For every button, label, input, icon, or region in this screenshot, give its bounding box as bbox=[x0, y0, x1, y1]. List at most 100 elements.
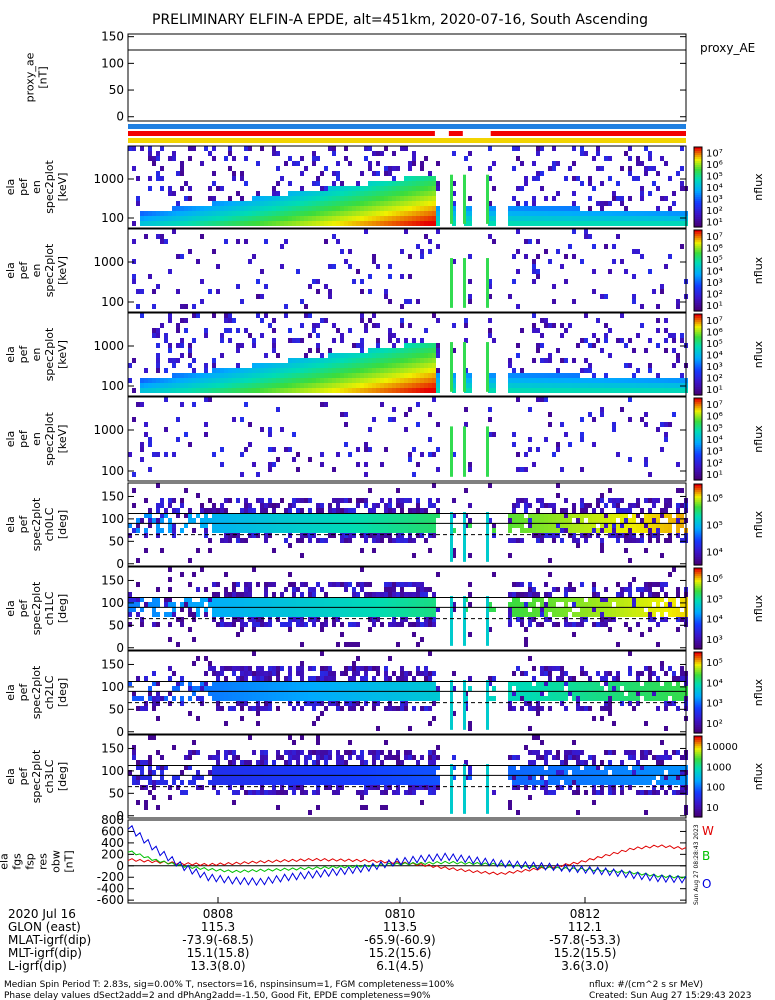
spec-panel-0-cell bbox=[372, 216, 376, 221]
spec-panel-5-cell bbox=[532, 597, 536, 602]
spec-panel-2-colorbar-cell bbox=[694, 360, 702, 364]
spec-panel-4-cell bbox=[564, 523, 568, 528]
spec-panel-4-cell bbox=[616, 523, 620, 528]
spec-panel-0-cell bbox=[272, 221, 276, 226]
spec-panel-4-cell bbox=[212, 503, 216, 508]
spec-panel-4-cell bbox=[136, 558, 140, 563]
spec-panel-4-cell bbox=[552, 513, 556, 518]
spec-panel-2-cell bbox=[604, 333, 608, 338]
spec-panel-0-cell bbox=[492, 211, 496, 216]
spec-panel-4-cell bbox=[280, 528, 284, 533]
spec-panel-6-cell bbox=[468, 676, 472, 681]
spec-panel-6-cell bbox=[192, 686, 196, 691]
spec-panel-6-cell bbox=[292, 686, 296, 691]
spec-panel-4-cell bbox=[584, 513, 588, 518]
spec-panel-4-cell bbox=[244, 528, 248, 533]
spec-panel-6-cell bbox=[516, 681, 520, 686]
spec-panel-4-colorbar-cell bbox=[694, 548, 702, 552]
spec-panel-4-cell bbox=[376, 533, 380, 538]
spec-panel-2-cell bbox=[380, 358, 384, 363]
spec-panel-0-cell bbox=[372, 151, 376, 156]
spec-panel-2-colorbar-cell bbox=[694, 338, 702, 341]
spec-panel-6-cell bbox=[344, 696, 348, 701]
spec-panel-6-cell bbox=[600, 706, 604, 711]
spec-panel-0-cell bbox=[224, 156, 228, 161]
spec-panel-2-colorbar-cell bbox=[694, 390, 702, 394]
spec-panel-6-cell bbox=[276, 696, 280, 701]
spec-panel-2-colorbar-cell bbox=[694, 320, 702, 323]
spec-panel-5-cell bbox=[616, 607, 620, 612]
spec-panel-5-colorbar-cell bbox=[694, 608, 702, 612]
spec-panel-0-cell bbox=[628, 211, 632, 216]
spec-panel-5-cell bbox=[608, 597, 612, 602]
spec-panel-0-cell bbox=[216, 221, 220, 226]
spec-panel-4-cell bbox=[508, 513, 512, 518]
spec-panel-5-cell bbox=[380, 602, 384, 607]
spec-panel-4-cell bbox=[404, 523, 408, 528]
spec-panel-0-cell bbox=[432, 211, 436, 216]
spec-panel-5-cell bbox=[276, 612, 280, 617]
spec-panel-0-cell bbox=[228, 211, 232, 216]
spec-panel-6-cell bbox=[412, 686, 416, 691]
spec-panel-6-cell bbox=[400, 681, 404, 686]
spec-panel-3-colorbar-tick-2: 10³ bbox=[706, 447, 723, 458]
spec-panel-4-cell bbox=[368, 533, 372, 538]
spec-panel-0-cell bbox=[664, 221, 668, 226]
spec-panel-5-cell bbox=[568, 582, 572, 587]
spec-panel-6-cell bbox=[376, 666, 380, 671]
spec-panel-6-cell bbox=[608, 706, 612, 711]
spec-panel-5-cell bbox=[276, 597, 280, 602]
spec-panel-0-cell bbox=[412, 211, 416, 216]
spec-panel-5-cell bbox=[652, 597, 656, 602]
spec-panel-0-cell bbox=[532, 211, 536, 216]
spec-panel-6-cell bbox=[348, 701, 352, 706]
spec-panel-0-cell bbox=[412, 161, 416, 166]
spec-panel-0-cell bbox=[420, 206, 424, 211]
spec-panel-5-cell bbox=[340, 597, 344, 602]
spec-panel-0-cell bbox=[356, 201, 360, 206]
spec-panel-2-frame bbox=[127, 312, 687, 397]
spec-panel-2-cell bbox=[188, 343, 192, 348]
spec-panel-3-cell bbox=[408, 407, 412, 412]
spec-panel-6-cell bbox=[228, 706, 232, 711]
spec-panel-0-cell bbox=[436, 206, 440, 211]
spec-panel-4-cell bbox=[244, 503, 248, 508]
spec-panel-1-cell bbox=[492, 239, 496, 244]
spec-panel-6-cell bbox=[340, 681, 344, 686]
spec-panel-5-cell bbox=[332, 582, 336, 587]
spec-panel-2-colorbar-cell bbox=[694, 370, 702, 374]
spec-panel-2-cell bbox=[236, 383, 240, 388]
spec-panel-5-cell bbox=[304, 622, 308, 627]
spec-panel-5-cell bbox=[320, 612, 324, 617]
spec-panel-0-cell bbox=[152, 216, 156, 221]
spec-panel-0-cell bbox=[536, 151, 540, 156]
spec-panel-4-cell bbox=[616, 503, 620, 508]
spec-panel-5-cell bbox=[428, 612, 432, 617]
spec-panel-2-colorbar-cell bbox=[694, 316, 702, 319]
spec-panel-6-cell bbox=[384, 681, 388, 686]
spec-panel-2-cell bbox=[320, 353, 324, 358]
spec-panel-0-cell bbox=[404, 186, 408, 191]
spec-panel-0-cell bbox=[384, 211, 388, 216]
spec-panel-4-cell bbox=[600, 538, 604, 543]
spec-panel-2-cell bbox=[612, 383, 616, 388]
spec-panel-4-cell bbox=[616, 528, 620, 533]
spec-panel-0-colorbar-tick-5: 10⁶ bbox=[706, 160, 723, 171]
spec-panel-0-cell bbox=[648, 221, 652, 226]
spec-panel-6-cell bbox=[340, 686, 344, 691]
spec-panel-6-cell bbox=[280, 686, 284, 691]
spec-panel-6-cell bbox=[268, 666, 272, 671]
spec-panel-2-cell bbox=[232, 378, 236, 383]
spec-panel-2-cell bbox=[260, 318, 264, 323]
spec-panel-4-cell bbox=[404, 528, 408, 533]
spec-panel-2-colorbar-cell bbox=[694, 388, 702, 392]
spec-panel-4-cell bbox=[272, 508, 276, 513]
spec-panel-0-cell bbox=[332, 196, 336, 201]
spec-panel-6-cell bbox=[392, 686, 396, 691]
spec-panel-4-cell bbox=[376, 538, 380, 543]
spec-panel-0-cell bbox=[148, 151, 152, 156]
spec-panel-2-cell bbox=[248, 373, 252, 378]
spec-panel-5-cell bbox=[520, 592, 524, 597]
spec-panel-0-cell bbox=[284, 196, 288, 201]
spec-panel-3-cell bbox=[284, 447, 288, 452]
